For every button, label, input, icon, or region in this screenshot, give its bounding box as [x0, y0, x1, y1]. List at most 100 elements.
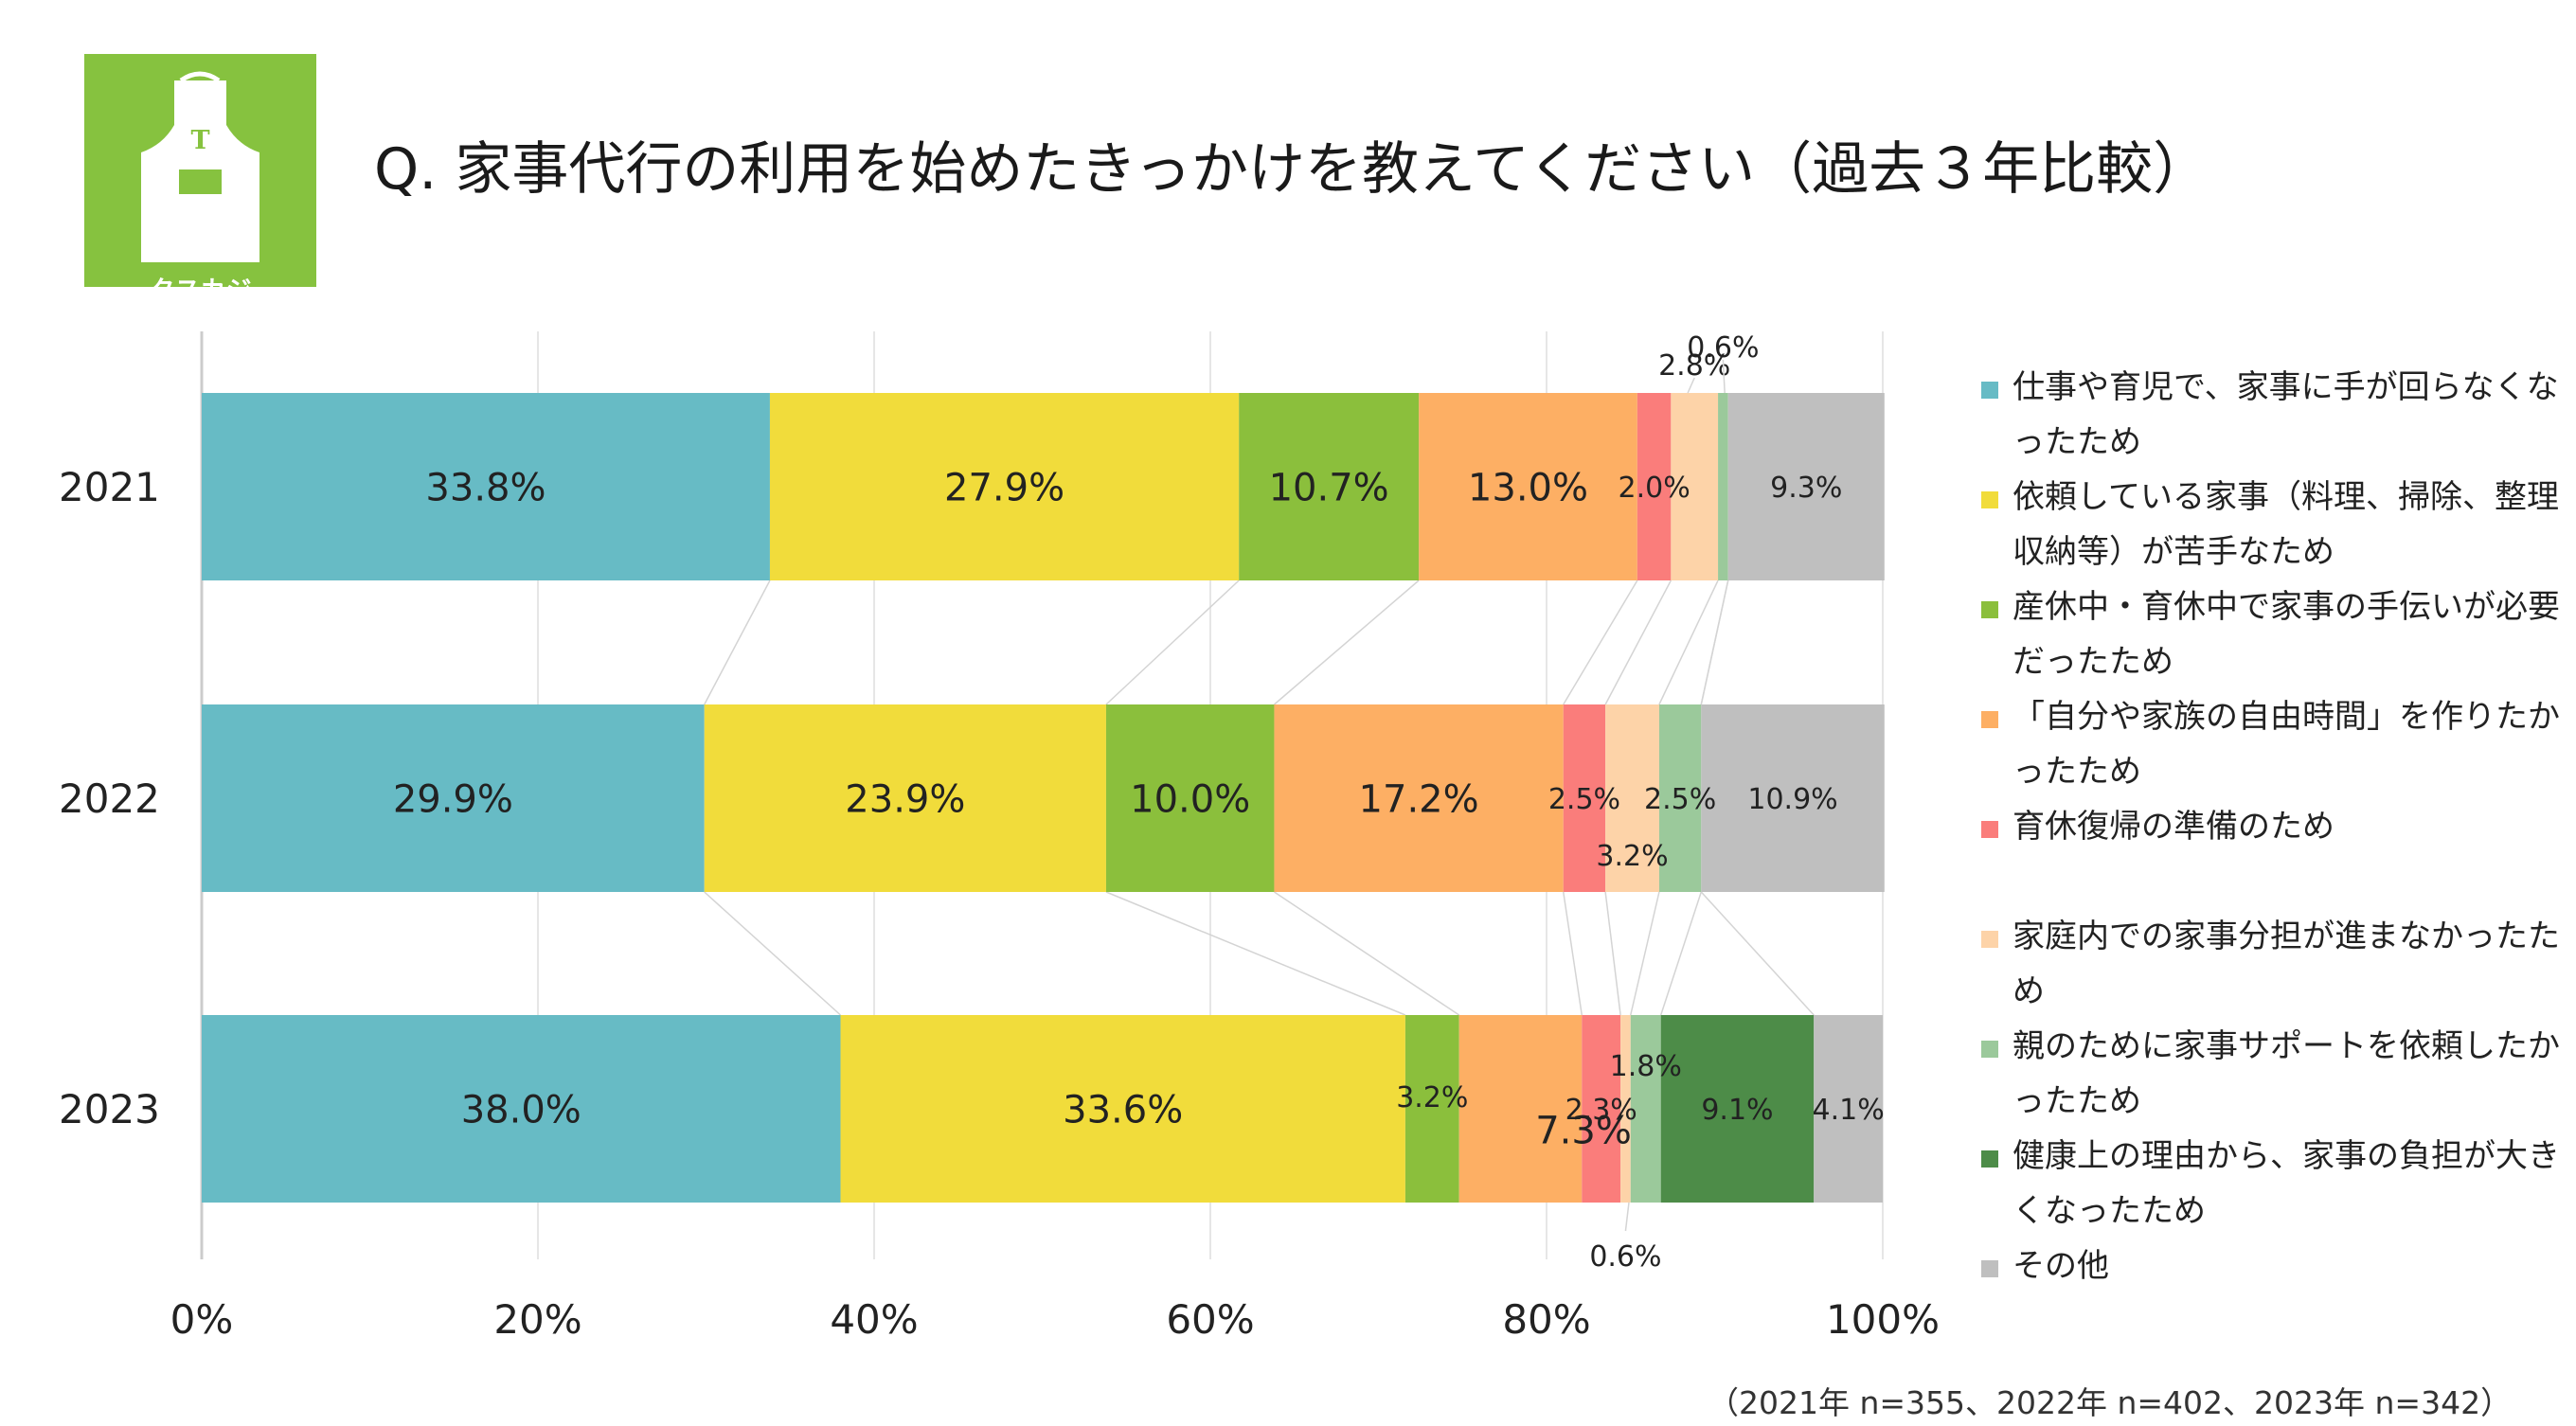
bar-segment	[1458, 1015, 1583, 1203]
legend-swatch	[1981, 711, 1998, 728]
data-label: 23.9%	[845, 777, 965, 821]
legend-swatch	[1981, 491, 1998, 508]
data-label: 3.2%	[1396, 1081, 1468, 1114]
series-connector-line	[1630, 891, 1660, 1016]
logo-letter: T	[190, 126, 209, 155]
data-label: 2.8%	[1658, 349, 1730, 383]
bar-segment	[1814, 1015, 1883, 1203]
data-label: 10.0%	[1130, 777, 1250, 821]
sample-size-note: （2021年 n=355、2022年 n=402、2023年 n=342）	[1708, 1384, 2513, 1421]
label-leader-line	[1624, 1202, 1630, 1232]
legend-label: 健康上の理由から、家事の負担が大きくなったため	[2012, 1137, 2560, 1230]
brand-logo: T タスカジ TASKAJI housekeeping	[84, 54, 316, 313]
series-connector-line	[704, 579, 771, 705]
series-connector-line	[1105, 579, 1240, 705]
bar-segment	[1239, 393, 1420, 580]
chart-title: Q. 家事代行の利用を始めたきっかけを教えてください（過去３年比較）	[374, 136, 2210, 203]
series-connector-line	[1563, 579, 1638, 705]
bar-segment	[1105, 704, 1275, 892]
data-label: 0.6%	[1687, 331, 1759, 365]
legend-label: その他	[2012, 1247, 2109, 1285]
bar-segment	[1660, 1015, 1815, 1203]
series-connector-line	[1659, 891, 1703, 1016]
x-tick-label: 60%	[1166, 1296, 1254, 1343]
data-label: 38.0%	[461, 1088, 581, 1132]
data-label: 9.3%	[1770, 472, 1842, 505]
bar-segment	[202, 393, 770, 580]
bar-segment	[1701, 704, 1885, 892]
bar-segment	[1582, 1015, 1621, 1203]
bar-segment	[202, 1015, 841, 1203]
legend-label: 依頼している家事（料理、掃除、整理収納等）が苦手なため	[2012, 478, 2559, 571]
legend-label: 産休中・育休中で家事の手伝いが必要だったため	[2012, 588, 2560, 681]
legend-swatch	[1981, 1150, 1998, 1168]
bar-segment	[1727, 393, 1885, 580]
bar-segment	[1620, 1015, 1631, 1203]
legend-label: 育休復帰の準備のため	[2012, 808, 2334, 846]
data-label: 4.1%	[1813, 1094, 1885, 1127]
series-connector-line	[704, 891, 842, 1016]
bar-segment	[704, 704, 1106, 892]
data-label: 2.3%	[1565, 1094, 1637, 1127]
bar-segment	[1658, 704, 1702, 892]
legend-swatch	[1981, 821, 1998, 838]
data-label: 3.2%	[1596, 840, 1668, 873]
apron-icon: T	[141, 71, 259, 262]
bar-segment	[1563, 704, 1606, 892]
label-leader-line	[1687, 377, 1695, 394]
legend-swatch	[1981, 1260, 1998, 1277]
bar-segment	[1404, 1015, 1459, 1203]
x-tick-label: 0%	[170, 1296, 234, 1343]
bar-segment	[1630, 1015, 1661, 1203]
series-connector-line	[1105, 891, 1406, 1016]
legend-swatch	[1981, 931, 1998, 948]
y-category-label: 2021	[59, 464, 160, 510]
bar-segment	[1718, 393, 1728, 580]
data-label: 33.8%	[425, 466, 546, 509]
legend-label: 仕事や育児で、家事に手が回らなくなったため	[2012, 368, 2559, 461]
data-label: 29.9%	[393, 777, 513, 821]
series-connector-line	[1604, 579, 1673, 705]
label-leader-line	[1722, 359, 1726, 394]
legend-label: 「自分や家族の自由時間」を作りたかったため	[2012, 698, 2560, 791]
bar-segment	[202, 704, 705, 892]
legend-label: 親のために家事サポートを依頼したかったため	[2012, 1027, 2560, 1120]
data-label: 2.0%	[1618, 472, 1690, 505]
bar-segment	[769, 393, 1240, 580]
bar-segment	[1274, 704, 1564, 892]
data-label: 2.5%	[1548, 783, 1620, 816]
legend-swatch	[1981, 601, 1998, 618]
data-label: 9.1%	[1701, 1094, 1773, 1127]
series-connector-line	[1700, 891, 1815, 1016]
series-connector-line	[1273, 579, 1420, 705]
x-tick-label: 80%	[1502, 1296, 1590, 1343]
series-connector-line	[1274, 891, 1460, 1016]
series-connector-line	[1563, 891, 1583, 1016]
bar-segment	[840, 1015, 1405, 1203]
bar-segment	[1671, 393, 1719, 580]
data-label: 0.6%	[1589, 1240, 1661, 1274]
series-connector-line	[1658, 579, 1719, 705]
data-label: 13.0%	[1468, 466, 1588, 509]
logo-subtext: TASKAJI housekeeping	[152, 304, 248, 313]
data-label: 17.2%	[1359, 777, 1479, 821]
data-label: 27.9%	[944, 466, 1064, 509]
bar-segment	[1605, 704, 1659, 892]
data-label: 10.9%	[1747, 783, 1837, 816]
legend-label: 家庭内での家事分担が進まなかったため	[2012, 918, 2560, 1010]
data-label: 7.3%	[1535, 1109, 1632, 1152]
data-label: 1.8%	[1610, 1050, 1682, 1083]
logo-text: タスカジ	[149, 276, 252, 306]
data-label: 10.7%	[1269, 466, 1389, 509]
bar-segment	[1419, 393, 1637, 580]
data-label: 2.5%	[1644, 783, 1716, 816]
series-connector-line	[1604, 891, 1621, 1016]
x-tick-label: 100%	[1826, 1296, 1940, 1343]
series-connector-line	[1700, 579, 1729, 705]
bar-segment	[1637, 393, 1672, 580]
legend-swatch	[1981, 382, 1998, 399]
x-tick-label: 40%	[830, 1296, 918, 1343]
x-tick-label: 20%	[493, 1296, 581, 1343]
data-label: 33.6%	[1063, 1088, 1183, 1132]
